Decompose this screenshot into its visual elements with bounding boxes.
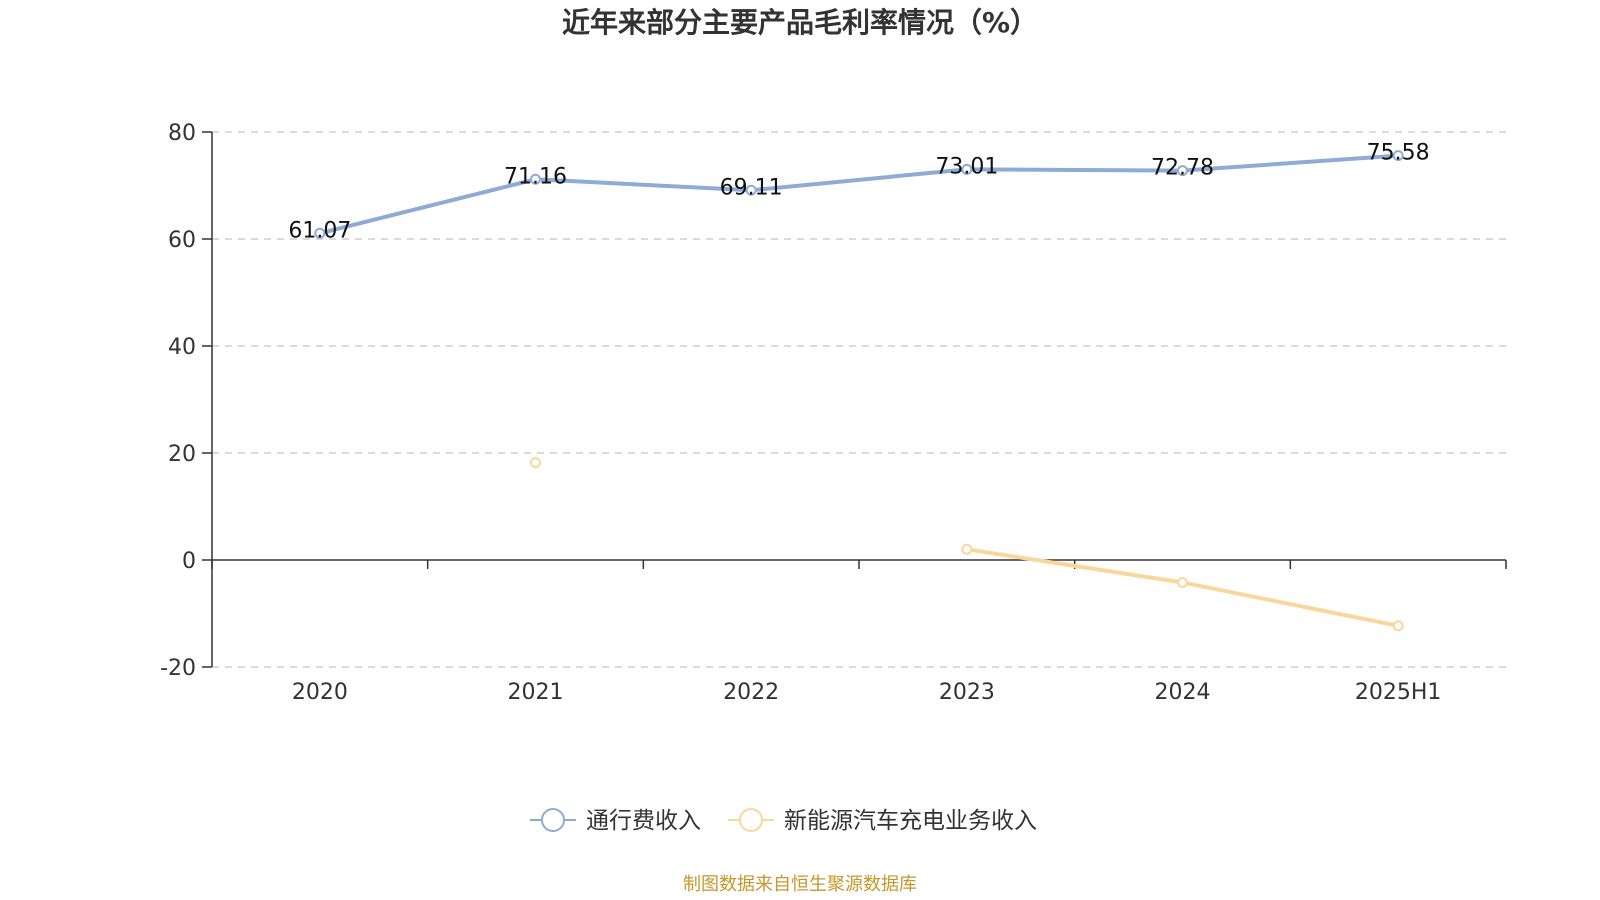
x-tick-label: 2023 (939, 680, 995, 705)
data-label: 73.01 (935, 154, 998, 179)
data-label: 69.11 (720, 175, 783, 200)
y-tick-label: 80 (168, 121, 196, 146)
legend-marker (739, 808, 763, 832)
series-line (317, 153, 1401, 236)
data-label: 61.07 (288, 218, 351, 243)
data-labels: 61.07 71.16 69.11 73.01 72.78 75.58 (288, 141, 1429, 244)
x-tick-label: 2025H1 (1355, 680, 1442, 705)
x-tick-label: 2024 (1155, 680, 1211, 705)
y-tick-label: 60 (168, 228, 196, 253)
data-point (314, 227, 326, 239)
data-point (1392, 150, 1404, 162)
data-point (961, 543, 973, 555)
data-point (1177, 165, 1188, 177)
data-point (1392, 620, 1404, 632)
source-note: 制图数据来自恒生聚源数据库 (683, 874, 917, 895)
axes: -20 0 20 40 60 80 2020 2021 2022 2023 2024 2025H1 (160, 121, 1507, 705)
y-tick-label: 40 (168, 335, 196, 360)
x-tick-label: 2021 (508, 680, 564, 705)
y-tick-label: 20 (168, 442, 196, 467)
data-point (530, 173, 541, 185)
data-label: 71.16 (504, 164, 567, 189)
data-point (745, 184, 757, 196)
y-tick-label: 0 (182, 549, 196, 574)
legend-item-2[interactable]: 新能源汽车充电业务收入 (728, 808, 1037, 834)
series-layer (314, 150, 1404, 632)
data-point (530, 457, 541, 469)
legend-label: 通行费收入 (586, 808, 701, 834)
x-tick-label: 2022 (723, 680, 779, 705)
data-point (961, 163, 973, 175)
series-2 (530, 457, 1404, 632)
legend-item-1[interactable]: 通行费收入 (530, 808, 701, 834)
data-label: 72.78 (1151, 156, 1214, 181)
x-tick-label: 2020 (292, 680, 348, 705)
legend[interactable]: 通行费收入 新能源汽车充电业务收入 (530, 808, 1037, 834)
y-tick-label: -20 (160, 656, 196, 681)
legend-marker (541, 808, 565, 832)
chart-title: 近年来部分主要产品毛利率情况（%） (562, 6, 1038, 39)
legend-label: 新能源汽车充电业务收入 (784, 808, 1037, 834)
data-point (1177, 576, 1188, 588)
data-label: 75.58 (1367, 141, 1430, 166)
series-1 (314, 150, 1404, 239)
